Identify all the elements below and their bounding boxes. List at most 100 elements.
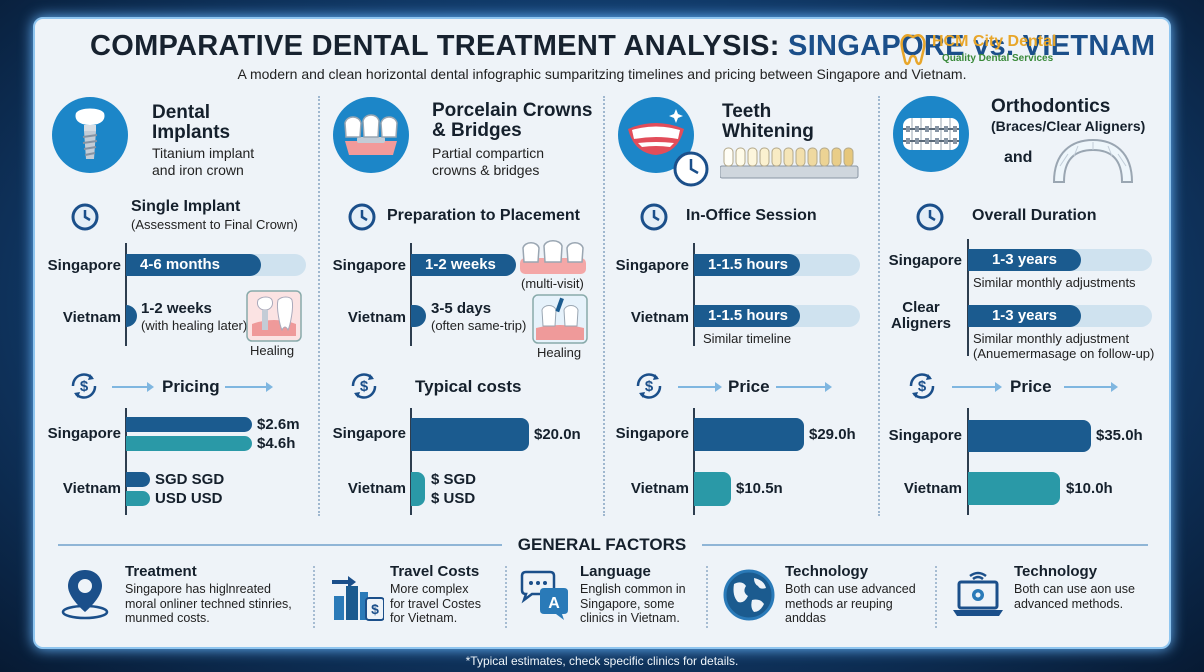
- pricing-title-crowns: Typical costs: [415, 377, 522, 396]
- infographic-panel: [33, 17, 1171, 649]
- bar-singapore-duration: 1-1.5 hours: [694, 254, 800, 276]
- factor-title-treatment: Treatment: [125, 563, 197, 580]
- row-label-singapore: Singapore: [888, 252, 962, 269]
- dollar-cycle-icon: $: [71, 373, 97, 399]
- price-value-vietnam: $10.5n: [736, 480, 783, 497]
- price-value-vietnam-1: SGD SGD: [155, 471, 225, 488]
- crown-row-icon: [520, 240, 586, 274]
- price-bar-vietnam-2: [126, 491, 150, 506]
- image-caption-healing: Healing: [250, 343, 295, 358]
- price-value-vietnam-1: $ SGD: [431, 471, 477, 488]
- bar-vietnam-duration: [411, 305, 426, 327]
- braces-icon: [893, 96, 969, 172]
- column-divider: [603, 96, 605, 516]
- vietnam-duration-value: 1-2 weeks: [141, 300, 212, 317]
- row-label-vietnam: Vietnam: [62, 480, 121, 497]
- dollar-cycle-icon: $: [909, 373, 935, 399]
- divider-line: [702, 544, 1148, 546]
- row-label-vietnam: Vietnam: [347, 480, 406, 497]
- row-label-singapore: Singapore: [888, 427, 962, 444]
- chart-axis: [693, 243, 695, 346]
- row-label-singapore: Singapore: [332, 425, 406, 442]
- row-label-singapore: Singapore: [47, 257, 121, 274]
- singapore-duration-note: (multi-visit): [521, 276, 584, 291]
- chart-axis: [125, 243, 127, 346]
- column-title-whitening: Teeth Whitening: [722, 101, 814, 142]
- dental-implant-icon: [52, 97, 128, 173]
- chart-axis: [410, 408, 412, 515]
- divider-line: [58, 544, 502, 546]
- shade-guide-icon: [720, 147, 859, 179]
- row-label-singapore: Singapore: [615, 257, 689, 274]
- column-title-implants: Dental Implants: [152, 102, 231, 143]
- arrow-decoration: [225, 382, 273, 392]
- factor-title-technology-2: Technology: [1014, 563, 1098, 580]
- svg-text:$: $: [80, 378, 89, 395]
- row-label-vietnam: Vietnam: [62, 309, 121, 326]
- vietnam-duration-note: (with healing later): [141, 318, 248, 333]
- price-bar-singapore: [968, 420, 1091, 452]
- arrow-decoration: [1064, 382, 1118, 392]
- aligner-duration-note: Similar monthly adjustment: [973, 331, 1130, 346]
- price-bar-singapore-1: [126, 417, 252, 432]
- factor-divider: [313, 566, 315, 628]
- chart-axis: [693, 408, 695, 515]
- factor-title-travel: Travel Costs: [390, 563, 480, 580]
- row-label-vietnam: Vietnam: [630, 309, 689, 326]
- bar-singapore-duration: 1-3 years: [968, 249, 1081, 271]
- section-title-in-office: In-Office Session: [686, 207, 817, 224]
- factor-title-language: Language: [580, 563, 651, 580]
- factor-divider: [935, 566, 937, 628]
- implant-healing-icon: [246, 290, 302, 342]
- svg-text:$: $: [645, 378, 654, 395]
- chart-axis: [125, 408, 127, 515]
- vietnam-duration-note: Similar timeline: [703, 331, 792, 346]
- price-bar-vietnam: [968, 472, 1060, 505]
- column-subtitle-implants: Titanium implant and iron crown: [152, 145, 255, 178]
- column-divider: [878, 96, 880, 516]
- crown-bridge-icon: [333, 97, 409, 173]
- row-label-singapore: Singapore: [332, 257, 406, 274]
- image-caption-healing: Healing: [537, 345, 582, 360]
- row-label-vietnam: Vietnam: [630, 480, 689, 497]
- arrow-decoration: [112, 382, 154, 392]
- column-title-orthodontics: Orthodontics: [991, 96, 1111, 117]
- clear-aligner-icon: [1052, 138, 1134, 183]
- footer-disclaimer: *Typical estimates, check specific clini…: [465, 654, 739, 668]
- logo-tagline: Quality Dental Services: [942, 53, 1054, 64]
- factor-title-technology-1: Technology: [785, 563, 869, 580]
- page-subtitle: A modern and clean horizontal dental inf…: [237, 66, 967, 82]
- logo-name: HCM City Dental: [932, 33, 1057, 50]
- singapore-duration-note: Similar monthly adjustments: [973, 275, 1136, 290]
- row-label-vietnam: Vietnam: [903, 480, 962, 497]
- price-value-singapore-1: $2.6m: [257, 416, 300, 433]
- price-value-singapore: $29.0h: [809, 426, 856, 443]
- price-value-singapore: $35.0h: [1096, 427, 1143, 444]
- column-subtitle-crowns: Partial comparticn crowns & bridges: [432, 145, 545, 178]
- price-bar-vietnam: [694, 472, 731, 506]
- column-divider: [318, 96, 320, 516]
- dollar-cycle-icon: $: [636, 373, 662, 399]
- price-bar-singapore-2: [126, 436, 252, 451]
- factor-desc-technology-2: Both can use aon use advanced methods.: [1014, 582, 1135, 611]
- column-title-crowns: Porcelain Crowns & Bridges: [432, 100, 593, 141]
- pricing-title-implants: Pricing: [162, 377, 220, 396]
- vietnam-duration-value: 3-5 days: [431, 300, 492, 317]
- title-highlight: SINGAPORE vs. VIETNAM: [788, 30, 1156, 62]
- section-title-preparation: Preparation to Placement: [387, 207, 580, 224]
- clock-icon: [916, 203, 944, 231]
- factor-desc-travel: More complex for travel Costes for Vietn…: [390, 582, 482, 625]
- laptop-technology-icon: [953, 571, 1003, 616]
- dollar-cycle-icon: $: [351, 373, 377, 399]
- arrow-decoration: [678, 382, 722, 392]
- bar-singapore-duration: 4-6 months: [126, 254, 261, 276]
- bar-aligner-duration: 1-3 years: [968, 305, 1081, 327]
- clock-icon: [71, 203, 99, 231]
- svg-text:$: $: [371, 601, 379, 617]
- and-label: and: [1004, 149, 1033, 166]
- travel-cost-icon: $: [332, 576, 384, 621]
- title-prefix: COMPARATIVE DENTAL TREATMENT ANALYSIS:: [90, 30, 789, 62]
- svg-text:A: A: [548, 595, 560, 612]
- arrow-decoration: [952, 382, 1002, 392]
- globe-technology-icon: [723, 569, 775, 621]
